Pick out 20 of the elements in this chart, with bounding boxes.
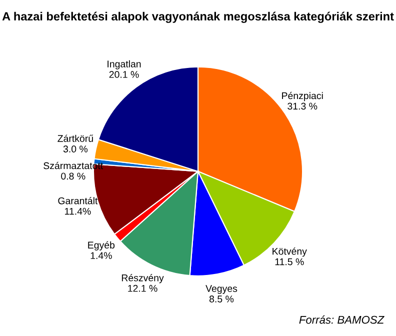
slice-label: Származtatott xyxy=(44,162,104,170)
data-label: 31.3 % xyxy=(288,102,318,110)
data-label: 11.4% xyxy=(65,208,91,215)
text: Forrás: BAMOSZ xyxy=(299,315,384,324)
data-label: 20.1 % xyxy=(109,71,139,78)
data-label: 12.1 % xyxy=(128,284,158,292)
data-label: 11.5 % xyxy=(275,258,304,266)
data-label: 8.5 % xyxy=(209,296,234,302)
data-label: 1.4% xyxy=(90,252,112,259)
slice-label: Részvény xyxy=(122,274,164,284)
slice-label: Zártkörű xyxy=(58,134,94,142)
data-label: 3.0 % xyxy=(63,146,88,152)
slice-label: Kötvény xyxy=(272,247,307,257)
data-label: 0.8 % xyxy=(61,172,86,180)
slice-label: Ingatlan xyxy=(108,60,141,70)
chart-title: A hazai befektetési alapok vagyonának megoszlása kategóriák szerint xyxy=(2,12,394,23)
slice-label: Pénzpiaci xyxy=(282,92,323,102)
slice-label: Vegyes xyxy=(206,285,238,294)
slice-label: Egyéb xyxy=(88,241,115,250)
slice-label: Garantált xyxy=(58,197,98,204)
